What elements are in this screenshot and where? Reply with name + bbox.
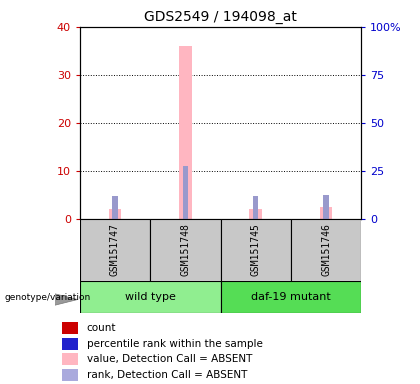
Bar — [109, 209, 121, 219]
Bar — [112, 196, 118, 219]
Bar — [220, 281, 361, 313]
Text: daf-19 mutant: daf-19 mutant — [251, 292, 331, 302]
Bar — [62, 369, 78, 381]
Bar — [150, 219, 220, 282]
Bar — [220, 219, 291, 282]
Title: GDS2549 / 194098_at: GDS2549 / 194098_at — [144, 10, 297, 25]
Text: percentile rank within the sample: percentile rank within the sample — [87, 339, 262, 349]
Bar — [291, 219, 361, 282]
Bar — [323, 195, 329, 219]
Bar — [80, 219, 150, 282]
Bar — [183, 166, 188, 219]
Bar — [62, 338, 78, 350]
Bar — [179, 46, 192, 219]
Text: genotype/variation: genotype/variation — [4, 293, 90, 302]
Polygon shape — [55, 294, 78, 305]
Bar — [253, 196, 258, 219]
Text: GSM151746: GSM151746 — [321, 223, 331, 276]
Bar — [80, 281, 220, 313]
Bar — [62, 353, 78, 365]
Text: GSM151745: GSM151745 — [251, 223, 261, 276]
Bar — [320, 207, 332, 219]
Text: GSM151748: GSM151748 — [180, 223, 190, 276]
Text: value, Detection Call = ABSENT: value, Detection Call = ABSENT — [87, 354, 252, 364]
Text: GSM151747: GSM151747 — [110, 223, 120, 276]
Bar — [249, 209, 262, 219]
Text: wild type: wild type — [125, 292, 176, 302]
Text: count: count — [87, 323, 116, 333]
Bar — [62, 322, 78, 334]
Text: rank, Detection Call = ABSENT: rank, Detection Call = ABSENT — [87, 370, 247, 380]
